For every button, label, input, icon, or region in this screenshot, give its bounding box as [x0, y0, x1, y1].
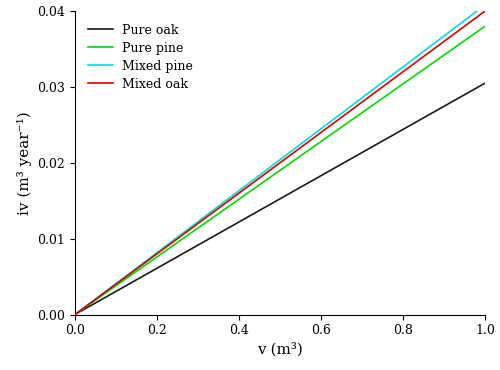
Line: Mixed oak: Mixed oak: [75, 11, 485, 314]
Pure oak: [266, 202, 272, 207]
Mixed oak: [269, 166, 275, 171]
Mixed oak: [408, 64, 414, 68]
Mixed pine: [294, 145, 300, 149]
Pure pine: [482, 24, 488, 28]
Legend: Pure oak, Pure pine, Mixed pine, Mixed oak: Pure oak, Pure pine, Mixed pine, Mixed o…: [81, 17, 200, 97]
Line: Pure oak: Pure oak: [75, 83, 485, 314]
Mixed pine: [482, 3, 488, 7]
Line: Mixed pine: Mixed pine: [75, 5, 485, 314]
Pure pine: [408, 76, 414, 81]
Pure pine: [294, 156, 300, 161]
Mixed oak: [316, 132, 322, 136]
Pure pine: [72, 312, 78, 317]
Y-axis label: iv (m³ year⁻¹): iv (m³ year⁻¹): [17, 111, 32, 215]
Pure oak: [472, 87, 478, 91]
Line: Pure pine: Pure pine: [75, 26, 485, 314]
Mixed oak: [72, 312, 78, 317]
Pure oak: [294, 187, 300, 192]
Pure oak: [482, 81, 488, 85]
Pure oak: [408, 123, 414, 127]
Mixed pine: [269, 164, 275, 168]
Pure pine: [266, 175, 272, 180]
Mixed pine: [316, 128, 322, 132]
Pure pine: [472, 31, 478, 36]
Mixed oak: [482, 9, 488, 13]
Pure pine: [316, 141, 322, 145]
Mixed pine: [72, 312, 78, 317]
Pure pine: [269, 174, 275, 178]
Pure oak: [269, 201, 275, 205]
Pure oak: [316, 175, 322, 179]
Pure oak: [72, 312, 78, 317]
Mixed oak: [266, 168, 272, 173]
Mixed pine: [266, 165, 272, 170]
Mixed oak: [472, 16, 478, 21]
Mixed pine: [472, 10, 478, 15]
X-axis label: v (m³): v (m³): [257, 343, 303, 357]
Mixed oak: [294, 148, 300, 152]
Mixed pine: [408, 58, 414, 63]
